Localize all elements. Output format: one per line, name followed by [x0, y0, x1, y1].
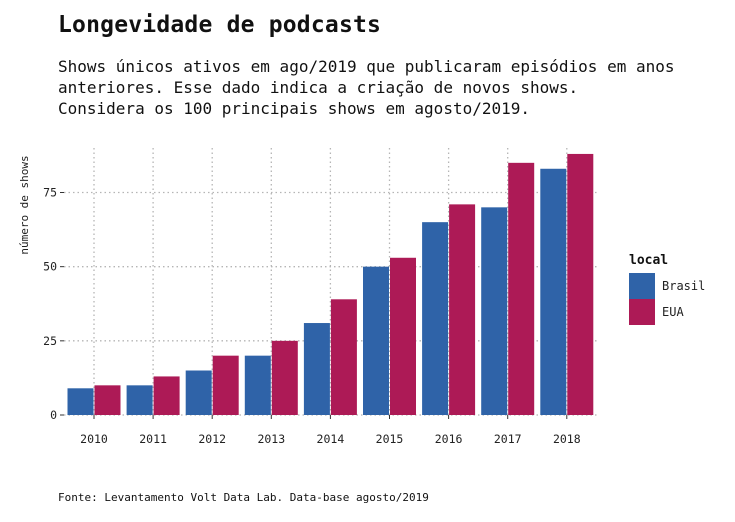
- x-tick-label: 2011: [139, 432, 167, 446]
- subtitle-line: anteriores. Esse dado indica a criação d…: [58, 78, 579, 97]
- bar-eua-2010: [94, 385, 121, 415]
- x-tick-label: 2016: [435, 432, 463, 446]
- chart-title: Longevidade de podcasts: [58, 12, 382, 38]
- bar-brasil-2012: [185, 370, 212, 415]
- x-tick-label: 2012: [198, 432, 226, 446]
- bar-eua-2017: [508, 162, 535, 415]
- bar-brasil-2016: [422, 222, 449, 415]
- x-tick-label: 2018: [553, 432, 581, 446]
- bar-brasil-2013: [244, 355, 271, 415]
- legend-key-brasil: [629, 273, 655, 299]
- chart-subtitle: Shows únicos ativos em ago/2019 que publ…: [58, 56, 728, 119]
- bar-brasil-2018: [540, 168, 567, 415]
- legend-key-eua: [629, 299, 655, 325]
- x-tick-label: 2015: [376, 432, 404, 446]
- bar-brasil-2014: [303, 323, 330, 415]
- x-tick-label: 2010: [80, 432, 108, 446]
- legend: local Brasil EUA: [629, 253, 705, 325]
- bar-brasil-2011: [126, 385, 153, 415]
- x-tick-label: 2014: [317, 432, 345, 446]
- bar-eua-2014: [330, 299, 357, 415]
- legend-label-brasil: Brasil: [662, 279, 705, 293]
- bar-eua-2016: [449, 204, 476, 415]
- bar-brasil-2015: [363, 266, 389, 415]
- y-tick-label: 25: [43, 334, 57, 348]
- legend-label-eua: EUA: [662, 305, 684, 319]
- y-axis-title: número de shows: [18, 155, 31, 254]
- bar-eua-2013: [271, 340, 298, 415]
- bar-eua-2011: [153, 376, 180, 415]
- subtitle-line: Shows únicos ativos em ago/2019 que publ…: [58, 57, 675, 76]
- bar-eua-2012: [212, 355, 239, 415]
- axes: 0 25 50 75 2010 2011 2012 2013 2014 2015 2016 2017 2…: [43, 186, 581, 447]
- source-caption: Fonte: Levantamento Volt Data Lab. Data-…: [58, 491, 429, 504]
- x-tick-label: 2013: [257, 432, 285, 446]
- y-tick-label: 75: [43, 186, 57, 200]
- y-tick-label: 0: [50, 408, 57, 422]
- bar-brasil-2010: [67, 388, 94, 415]
- bars: [67, 153, 594, 415]
- legend-title: local: [629, 253, 668, 268]
- subtitle-line: Considera os 100 principais shows em ago…: [58, 99, 531, 118]
- bar-eua-2018: [567, 153, 594, 415]
- x-tick-label: 2017: [494, 432, 522, 446]
- bar-eua-2015: [390, 257, 416, 415]
- bar-brasil-2017: [481, 207, 508, 415]
- y-tick-label: 50: [43, 260, 57, 274]
